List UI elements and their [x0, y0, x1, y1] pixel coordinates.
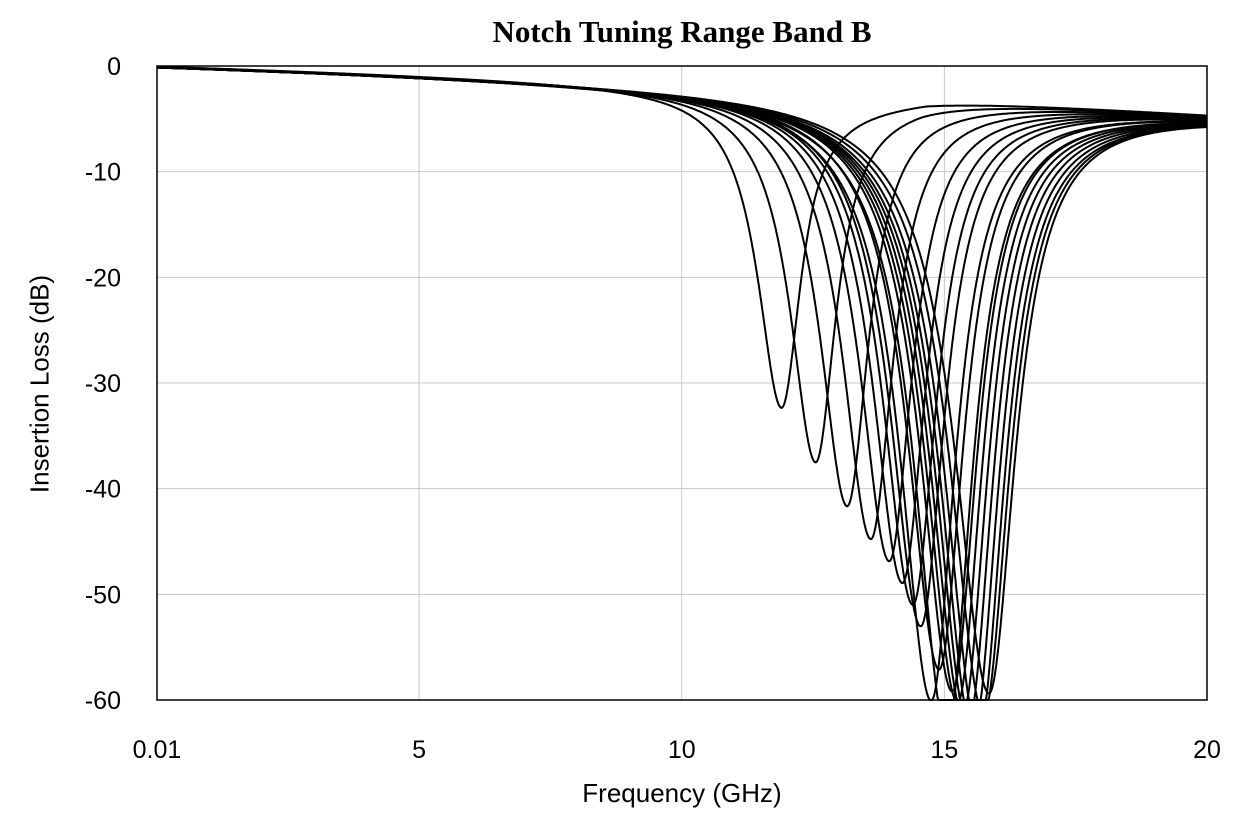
x-tick-label: 20: [1193, 736, 1221, 764]
y-tick-label: -20: [85, 264, 121, 292]
y-tick-label: -40: [85, 476, 121, 504]
plot-frame: [156, 65, 1208, 701]
x-tick-label: 0.01: [133, 736, 182, 764]
notch-series-line: [157, 66, 1207, 695]
y-tick-label: -30: [85, 370, 121, 398]
y-tick-label: -10: [85, 159, 121, 187]
x-tick-label: 15: [930, 736, 958, 764]
x-tick-label: 5: [412, 736, 426, 764]
y-tick-label: -50: [85, 581, 121, 609]
y-tick-label: 0: [107, 53, 121, 81]
y-tick-label: -60: [85, 687, 121, 715]
x-axis-label: Frequency (GHz): [582, 778, 782, 808]
chart-title: Notch Tuning Range Band B: [492, 14, 872, 49]
x-tick-label: 10: [668, 736, 696, 764]
